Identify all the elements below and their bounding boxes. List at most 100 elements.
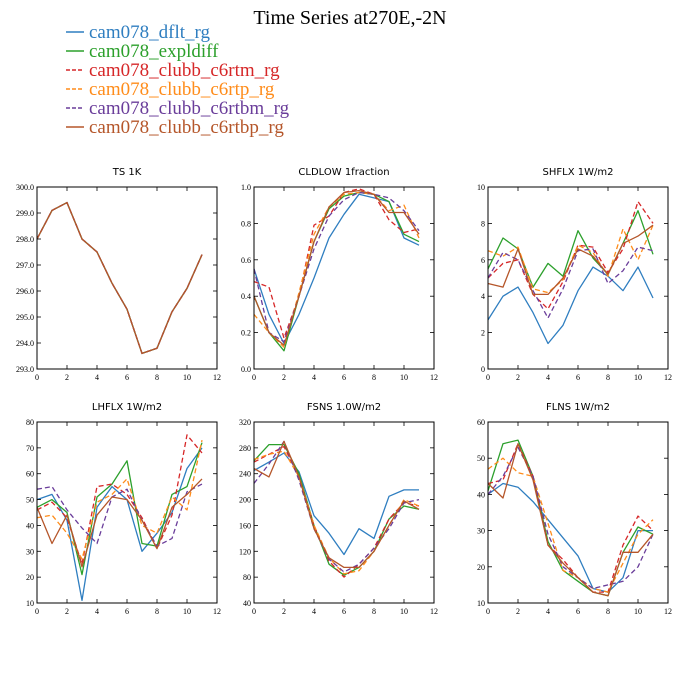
y-tick-label: 320: [239, 418, 251, 427]
series-line-cam078_clubb_c6rtp_rg: [487, 457, 654, 593]
x-tick-label: 0: [486, 607, 490, 616]
series-line-cam078_clubb_c6rtbp_rg: [36, 201, 203, 355]
y-tick-label: 8: [481, 219, 485, 228]
y-tick-label: 30: [477, 527, 485, 536]
x-tick-label: 8: [155, 373, 159, 382]
x-tick-label: 10: [634, 373, 642, 382]
x-tick-label: 4: [312, 607, 316, 616]
y-tick-label: 80: [243, 573, 251, 582]
y-tick-label: 10: [26, 599, 34, 608]
x-tick-label: 6: [125, 373, 129, 382]
x-tick-label: 8: [606, 607, 610, 616]
y-tick-label: 0.6: [241, 256, 251, 265]
series-line-cam078_clubb_c6rtm_rg: [487, 443, 654, 593]
legend-label-cam078_clubb_c6rtbp_rg: cam078_clubb_c6rtbp_rg: [89, 117, 284, 138]
x-tick-label: 6: [125, 607, 129, 616]
panel-3: SHFLX 1W/m2 0 2 4 6 8 10 12 0 2 4 6 8 10: [477, 167, 672, 382]
series-line-cam078_expldiff: [487, 439, 654, 597]
x-tick-label: 10: [400, 373, 408, 382]
series-line-cam078_clubb_c6rtbm_rg: [253, 191, 420, 343]
series-line-cam078_clubb_c6rtm_rg: [253, 445, 420, 578]
x-tick-label: 0: [252, 607, 256, 616]
y-tick-label: 240: [239, 470, 251, 479]
x-tick-label: 12: [430, 607, 438, 616]
x-tick-label: 10: [400, 607, 408, 616]
x-tick-label: 4: [546, 607, 550, 616]
x-tick-label: 8: [372, 373, 376, 382]
y-tick-label: 200: [239, 496, 251, 505]
y-tick-label: 280: [239, 444, 251, 453]
series-line-cam078_clubb_c6rtm_rg: [253, 188, 420, 339]
y-tick-label: 297.0: [16, 261, 34, 270]
y-tick-label: 40: [243, 599, 251, 608]
x-tick-label: 4: [95, 607, 99, 616]
y-tick-label: 1.0: [241, 183, 251, 192]
x-tick-label: 12: [213, 373, 221, 382]
x-tick-label: 0: [252, 373, 256, 382]
panel-2: CLDLOW 1fraction 0 2 4 6 8 10 12 0.0 0.2 0.4 0.6 0.8…: [241, 167, 438, 382]
y-tick-label: 40: [477, 490, 485, 499]
series-line-cam078_clubb_c6rtbm_rg: [487, 246, 654, 319]
y-tick-label: 60: [26, 470, 34, 479]
x-tick-label: 10: [183, 607, 191, 616]
y-tick-label: 0.4: [241, 292, 251, 301]
panel-title: LHFLX 1W/m2: [92, 402, 162, 413]
figure-title: Time Series at270E,-2N: [253, 7, 446, 29]
y-tick-label: 60: [477, 418, 485, 427]
legend-label-cam078_dflt_rg: cam078_dflt_rg: [89, 22, 211, 43]
y-tick-label: 294.0: [16, 339, 34, 348]
series-line-cam078_clubb_c6rtbm_rg: [36, 483, 203, 547]
y-tick-label: 0.2: [241, 329, 251, 338]
series-line-cam078_dflt_rg: [487, 482, 653, 593]
x-tick-label: 2: [65, 607, 69, 616]
y-tick-label: 20: [26, 573, 34, 582]
y-tick-label: 299.0: [16, 209, 34, 218]
series-line-cam078_clubb_c6rtbp_rg: [36, 478, 203, 568]
y-tick-label: 10: [477, 599, 485, 608]
y-tick-label: 120: [239, 547, 251, 556]
x-tick-label: 6: [342, 607, 346, 616]
panel-title: FSNS 1.0W/m2: [307, 402, 381, 413]
legend-label-cam078_clubb_c6rtp_rg: cam078_clubb_c6rtp_rg: [89, 79, 275, 100]
x-tick-label: 8: [155, 607, 159, 616]
series-line-cam078_expldiff: [36, 442, 203, 576]
series-line-cam078_clubb_c6rtm_rg: [36, 434, 203, 565]
y-tick-label: 0.0: [241, 365, 251, 374]
panel-title: TS 1K: [112, 167, 142, 178]
panel-5: FSNS 1.0W/m2 0 2 4 6 8 10 12 40 80 120 160 200 240 280…: [239, 402, 438, 616]
y-tick-label: 296.0: [16, 287, 34, 296]
y-tick-label: 295.0: [16, 313, 34, 322]
panel-title: CLDLOW 1fraction: [298, 167, 389, 178]
x-tick-label: 0: [35, 373, 39, 382]
x-tick-label: 6: [342, 373, 346, 382]
x-tick-label: 4: [546, 373, 550, 382]
panel-4: LHFLX 1W/m2 0 2 4 6 8 10 12 10 20 30 40 50 60 70 80: [26, 402, 221, 616]
x-tick-label: 2: [282, 373, 286, 382]
series-line-cam078_clubb_c6rtp_rg: [36, 439, 203, 560]
x-tick-label: 6: [576, 607, 580, 616]
x-tick-label: 12: [664, 373, 672, 382]
x-tick-label: 10: [634, 607, 642, 616]
y-tick-label: 298.0: [16, 235, 34, 244]
legend-label-cam078_expldiff: cam078_expldiff: [89, 41, 219, 62]
x-tick-label: 8: [606, 373, 610, 382]
panel-1: TS 1K 0 2 4 6 8 10 12 293.0 294.0 295.0 296.0 297.0 2…: [16, 167, 221, 382]
series-line-cam078_expldiff: [487, 210, 654, 288]
x-tick-label: 10: [183, 373, 191, 382]
series-line-cam078_expldiff: [253, 191, 420, 352]
x-tick-label: 2: [282, 607, 286, 616]
series-line-cam078_clubb_c6rtbp_rg: [253, 189, 420, 346]
series-line-cam078_dflt_rg: [487, 266, 654, 345]
y-tick-label: 160: [239, 521, 251, 530]
series-line-cam078_dflt_rg: [253, 452, 419, 556]
x-tick-label: 12: [213, 607, 221, 616]
y-tick-label: 4: [481, 292, 485, 301]
y-tick-label: 293.0: [16, 365, 34, 374]
y-tick-label: 30: [26, 547, 34, 556]
y-tick-label: 2: [481, 329, 485, 338]
y-tick-label: 70: [26, 444, 34, 453]
series-line-cam078_clubb_c6rtbp_rg: [487, 443, 654, 597]
y-tick-label: 40: [26, 521, 34, 530]
